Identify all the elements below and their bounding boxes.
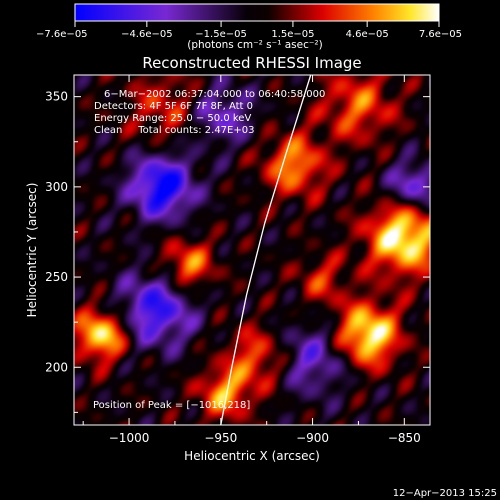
x-tick-label: −950 (204, 431, 237, 445)
x-tick-label: −900 (296, 431, 329, 445)
heatmap-raster (74, 75, 430, 425)
annotation-time-range: 6−Mar−2002 06:37:04.000 to 06:40:58.000 (104, 89, 325, 100)
colorbar-tick-label: 4.6e−05 (346, 29, 389, 40)
footer-timestamp: 12−Apr−2013 15:25 (393, 488, 497, 499)
colorbar-tick-label: −1.5e−05 (195, 29, 247, 40)
x-axis-ticks: −1000 −950 −900 −850 (82, 75, 421, 445)
colorbar-tick-label: 7.6e−05 (419, 29, 462, 40)
x-axis-label: Heliocentric X (arcsec) (184, 449, 320, 463)
observation-annotations: 6−Mar−2002 06:37:04.000 to 06:40:58.000 … (94, 89, 325, 136)
annotation-clean-counts: Clean Total counts: 2.47E+03 (94, 125, 254, 136)
y-tick-label: 350 (45, 90, 68, 104)
colorbar-ticks: −7.6e−05 −4.6e−05 −1.5e−05 1.5e−05 4.6e−05 7.… (36, 21, 462, 40)
y-axis-ticks: 200 250 300 350 (45, 90, 430, 413)
colorbar-tick-label: −4.6e−05 (121, 29, 173, 40)
annotation-energy-range: Energy Range: 25.0 − 50.0 keV (94, 113, 251, 124)
x-tick-label: −850 (388, 431, 421, 445)
y-tick-label: 250 (45, 270, 68, 284)
colorbar-units: (photons cm⁻² s⁻¹ asec⁻²) (187, 39, 322, 51)
x-tick-label: −1000 (109, 431, 150, 445)
colorbar-gradient (74, 3, 440, 22)
peak-position-label: Position of Peak = [−1016,218] (93, 400, 250, 411)
annotation-detectors: Detectors: 4F 5F 6F 7F 8F, Att 0 (94, 101, 253, 112)
y-axis-label: Heliocentric Y (arcsec) (25, 183, 39, 318)
colorbar-tick-label: 1.5e−05 (271, 29, 314, 40)
solar-limb-line (220, 74, 312, 425)
colorbar-tick-label: −7.6e−05 (36, 29, 88, 40)
colorbar: −7.6e−05 −4.6e−05 −1.5e−05 1.5e−05 4.6e−05 7.… (36, 3, 462, 51)
y-tick-label: 200 (45, 360, 68, 374)
y-tick-label: 300 (45, 180, 68, 194)
plot-frame (73, 74, 431, 426)
chart-title: Reconstructed RHESSI Image (142, 54, 361, 72)
